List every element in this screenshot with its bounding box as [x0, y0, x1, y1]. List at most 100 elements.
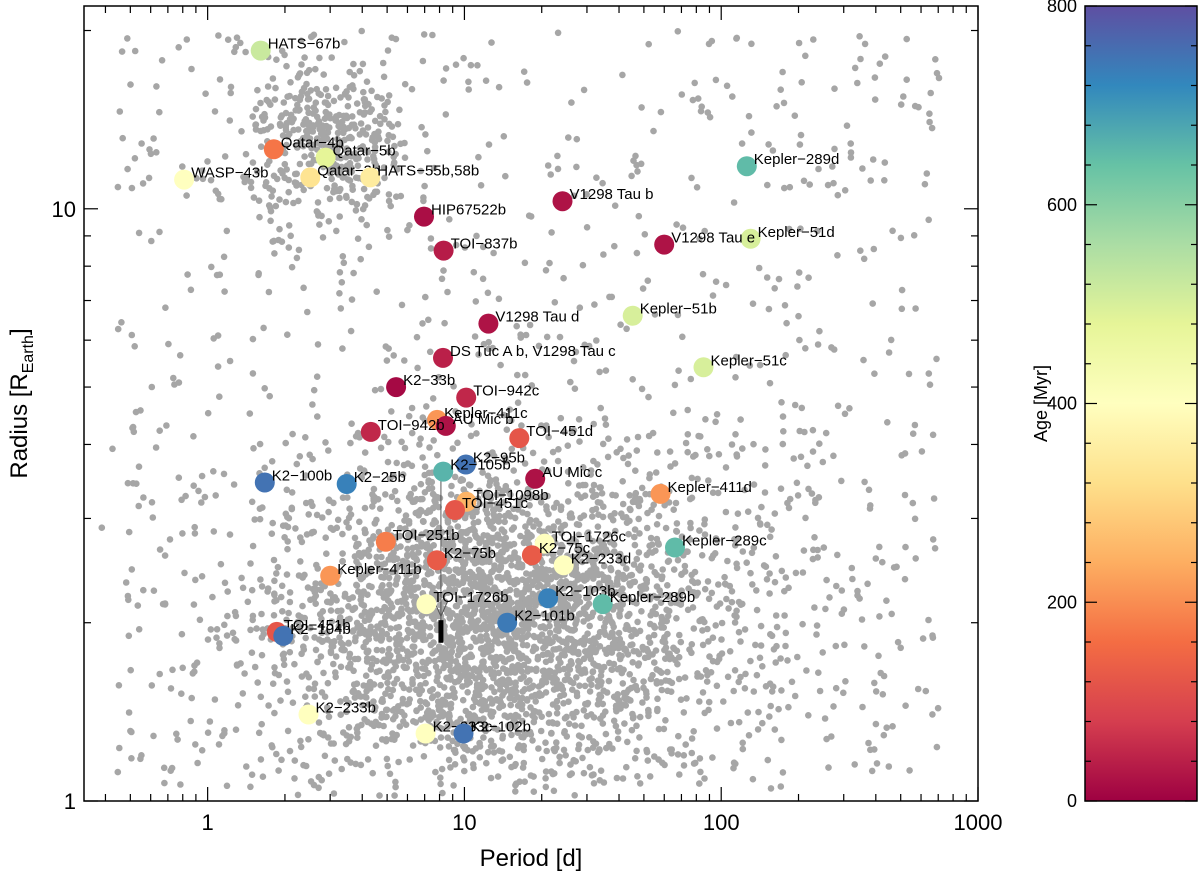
colorbar-gradient: [1084, 5, 1198, 802]
population-point: [404, 545, 411, 553]
population-point: [600, 562, 608, 570]
population-point: [188, 694, 195, 702]
population-point: [323, 550, 330, 557]
population-point: [694, 475, 701, 483]
population-point: [581, 682, 589, 690]
population-point: [378, 553, 385, 561]
population-point: [601, 586, 608, 594]
population-point: [635, 549, 643, 556]
population-point: [575, 531, 582, 539]
population-point: [561, 428, 568, 436]
population-point: [373, 606, 381, 614]
population-point: [318, 689, 326, 696]
population-point: [565, 720, 573, 728]
population-point: [523, 697, 531, 704]
population-point: [564, 442, 572, 450]
population-point: [277, 593, 285, 601]
population-point: [408, 561, 416, 568]
population-point: [483, 759, 490, 767]
population-point: [305, 736, 312, 743]
population-point: [302, 693, 309, 700]
population-point: [191, 530, 199, 537]
population-point: [337, 663, 345, 671]
population-point: [633, 747, 640, 755]
population-point: [562, 752, 569, 759]
population-point: [655, 725, 663, 733]
population-point: [437, 774, 444, 781]
population-point: [576, 438, 583, 445]
population-point: [519, 717, 526, 725]
population-point: [444, 723, 452, 730]
population-point: [382, 491, 389, 498]
population-point: [720, 698, 727, 705]
population-point: [362, 638, 370, 646]
population-point: [626, 492, 633, 499]
population-point: [248, 498, 256, 506]
population-point: [294, 791, 302, 799]
population-point: [325, 770, 333, 777]
population-point: [553, 710, 561, 717]
population-point: [291, 757, 299, 764]
population-point: [373, 553, 381, 561]
population-point: [98, 524, 106, 531]
population-point: [588, 675, 595, 682]
population-point: [660, 624, 667, 631]
population-point: [426, 632, 434, 640]
population-point: [351, 553, 359, 560]
population-point: [426, 444, 433, 451]
population-point: [616, 550, 624, 558]
population-point: [426, 348, 434, 356]
population-point: [487, 737, 495, 745]
population-point: [372, 742, 380, 749]
population-point: [681, 674, 689, 681]
population-point: [597, 672, 605, 679]
population-point: [253, 625, 260, 632]
population-point: [625, 452, 632, 459]
population-point: [269, 680, 277, 687]
population-point: [248, 649, 256, 656]
population-point: [339, 530, 346, 538]
population-point: [578, 734, 586, 741]
population-point: [381, 433, 388, 441]
population-point: [386, 475, 394, 483]
population-point: [382, 569, 390, 576]
population-point: [312, 600, 320, 607]
colorbar-tick-label: 0: [1067, 791, 1077, 811]
population-point: [517, 655, 524, 662]
population-point: [698, 552, 706, 559]
population-point: [483, 632, 490, 639]
population-point: [564, 468, 572, 476]
population-point: [728, 588, 736, 595]
population-point: [482, 722, 489, 730]
population-point: [510, 524, 518, 531]
population-point: [337, 698, 344, 705]
population-point: [385, 574, 393, 582]
population-point: [396, 723, 404, 730]
population-point: [289, 699, 297, 706]
population-point: [434, 451, 441, 459]
colorbar-tick-label: 400: [1047, 394, 1077, 414]
population-point: [399, 557, 407, 565]
population-point: [446, 614, 454, 622]
population-point: [400, 461, 408, 469]
population-point: [540, 610, 548, 618]
population-point: [339, 494, 347, 502]
population-point: [614, 735, 622, 743]
population-point: [259, 773, 267, 780]
population-point: [303, 531, 311, 538]
population-point: [393, 459, 401, 467]
population-point: [705, 698, 713, 706]
population-point: [472, 594, 480, 602]
population-point: [445, 743, 453, 750]
population-point: [634, 773, 641, 780]
population-point: [508, 417, 515, 424]
population-point: [540, 458, 548, 465]
population-point: [571, 792, 578, 799]
population-point: [565, 698, 572, 705]
population-point: [639, 699, 646, 706]
population-point: [623, 565, 630, 572]
colorbar-title: Age [Myr]: [1031, 365, 1051, 442]
population-point: [421, 463, 429, 471]
population-point: [362, 672, 370, 679]
